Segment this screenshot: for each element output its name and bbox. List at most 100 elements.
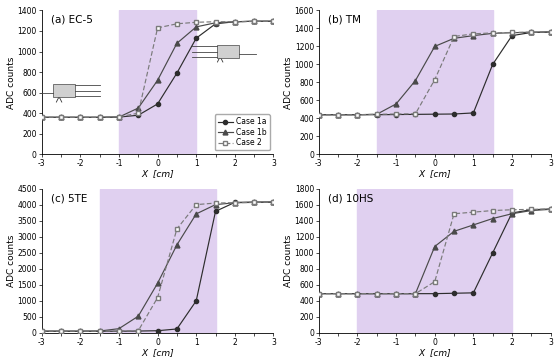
Line: Case 1a: Case 1a: [317, 207, 553, 296]
Case 1b: [58, 115, 64, 119]
Bar: [119, 11, 196, 154]
Case 1a: [251, 19, 258, 23]
Case 1a: [270, 200, 277, 204]
Case 2: [96, 329, 103, 333]
Case 2: [77, 115, 83, 119]
Case 1a: [154, 329, 161, 333]
Case 1b: [115, 327, 122, 331]
Case 1a: [489, 62, 496, 67]
Case 2: [412, 112, 419, 116]
Case 1a: [547, 30, 554, 34]
Case 1a: [528, 30, 535, 35]
Case 1a: [96, 115, 103, 119]
Case 1b: [489, 31, 496, 36]
Case 1a: [528, 207, 535, 212]
Case 1a: [470, 111, 477, 115]
Case 1b: [77, 329, 83, 333]
Line: Case 2: Case 2: [316, 29, 553, 117]
Line: Case 1b: Case 1b: [39, 199, 276, 334]
Case 2: [393, 112, 399, 116]
Case 1a: [115, 329, 122, 333]
Case 1b: [335, 292, 342, 296]
Case 1b: [96, 115, 103, 119]
Case 1b: [393, 102, 399, 106]
Case 1a: [335, 292, 342, 296]
Case 2: [431, 78, 438, 82]
Case 1b: [135, 106, 142, 110]
Case 2: [193, 202, 199, 207]
Case 1a: [374, 112, 380, 117]
Case 2: [508, 30, 515, 35]
Case 1b: [393, 292, 399, 296]
Case 2: [251, 19, 258, 24]
Line: Case 1a: Case 1a: [40, 200, 276, 333]
Case 2: [451, 211, 458, 216]
Case 1a: [393, 112, 399, 117]
Line: Case 1a: Case 1a: [40, 19, 276, 119]
Case 1b: [270, 200, 277, 204]
Case 1b: [470, 223, 477, 227]
Case 1b: [412, 292, 419, 296]
Case 1b: [154, 78, 161, 83]
Y-axis label: ADC counts: ADC counts: [284, 56, 293, 108]
Case 1a: [489, 251, 496, 255]
Case 2: [77, 329, 83, 333]
Case 1a: [115, 115, 122, 119]
Case 1b: [231, 20, 238, 24]
Text: (c) 5TE: (c) 5TE: [51, 193, 87, 203]
Case 2: [412, 292, 419, 296]
Y-axis label: ADC counts: ADC counts: [7, 56, 16, 108]
Bar: [357, 189, 512, 333]
Case 2: [38, 329, 45, 333]
Case 1a: [451, 291, 458, 296]
Case 1a: [354, 112, 361, 117]
Case 2: [489, 31, 496, 35]
Case 1b: [528, 208, 535, 213]
Case 2: [508, 207, 515, 212]
Case 1b: [489, 216, 496, 221]
Case 2: [470, 32, 477, 36]
Case 2: [38, 115, 45, 119]
Case 1b: [135, 314, 142, 318]
Case 2: [58, 329, 64, 333]
Case 2: [374, 112, 380, 116]
Case 1b: [431, 44, 438, 48]
Case 2: [154, 296, 161, 300]
Case 1b: [96, 329, 103, 333]
Line: Case 2: Case 2: [316, 207, 553, 296]
Case 1b: [547, 30, 554, 34]
X-axis label: X  [cm]: X [cm]: [418, 170, 451, 178]
Case 1a: [174, 327, 180, 331]
Legend: Case 1a, Case 1b, Case 2: Case 1a, Case 1b, Case 2: [214, 114, 269, 150]
Case 2: [528, 207, 535, 211]
Case 2: [354, 112, 361, 117]
Case 1b: [77, 115, 83, 119]
Case 1a: [212, 209, 219, 214]
Case 1b: [38, 329, 45, 333]
Case 2: [135, 111, 142, 115]
Case 2: [374, 292, 380, 296]
Case 1a: [135, 113, 142, 118]
Y-axis label: ADC counts: ADC counts: [284, 235, 293, 287]
Case 2: [58, 115, 64, 119]
Case 1b: [508, 31, 515, 35]
Text: (a) EC-5: (a) EC-5: [51, 15, 93, 25]
Bar: [377, 11, 493, 154]
Case 2: [135, 329, 142, 333]
Bar: [217, 45, 239, 58]
Case 1b: [315, 112, 322, 117]
Case 2: [270, 200, 277, 204]
Case 1b: [270, 19, 277, 23]
Case 2: [489, 208, 496, 213]
Case 1a: [547, 207, 554, 211]
Line: Case 1a: Case 1a: [317, 30, 553, 117]
Case 1a: [412, 292, 419, 296]
Case 1b: [193, 25, 199, 29]
Case 1b: [470, 33, 477, 38]
Case 2: [451, 34, 458, 39]
Case 1b: [212, 202, 219, 207]
Case 1a: [231, 20, 238, 24]
Line: Case 2: Case 2: [39, 19, 276, 120]
Line: Case 1b: Case 1b: [316, 207, 553, 296]
Case 1a: [38, 329, 45, 333]
